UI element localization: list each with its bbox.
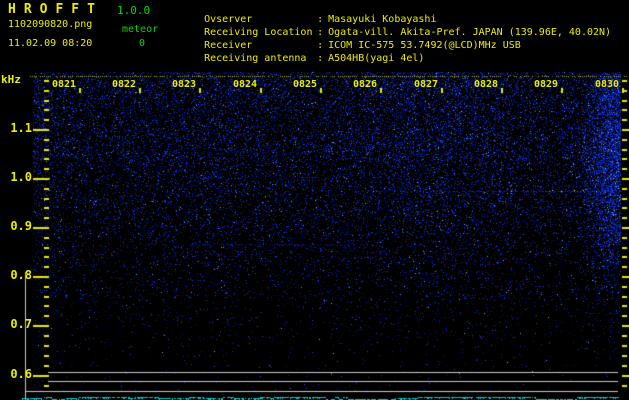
info-row-antenna: Receiving antenna: A504HB(yagi 4el)	[180, 42, 424, 64]
info-value: A504HB(yagi 4el)	[328, 53, 425, 64]
app-version: 1.0.0	[117, 4, 151, 17]
freq-axis-unit: kHz	[1, 73, 21, 86]
time-label: 0827	[413, 79, 439, 90]
info-row-receiver: Receiver: ICOM IC-575 53.7492(@LCD)MHz US…	[180, 29, 521, 51]
info-separator: :	[317, 27, 324, 38]
info-row-location: Receiving Location: Ogata-vill. Akita-Pre…	[180, 16, 611, 38]
time-label: 0823	[171, 79, 197, 90]
freq-label: 0.6	[10, 367, 32, 381]
time-label: 0826	[352, 79, 378, 90]
output-filename: 1102090820.png	[8, 19, 93, 30]
observation-datetime: 11.02.09 08:20	[8, 38, 93, 49]
meteor-count-label: meteor	[122, 24, 159, 35]
info-label: Receiving antenna	[204, 53, 307, 64]
info-label: Ovserver	[204, 14, 253, 25]
time-label: 0824	[232, 79, 258, 90]
freq-label: 1.1	[10, 121, 32, 135]
time-label: 0822	[111, 79, 137, 90]
time-label: 0825	[292, 79, 318, 90]
freq-label: 1.0	[10, 170, 32, 184]
info-label: Receiver	[204, 40, 253, 51]
info-separator: :	[317, 53, 324, 64]
info-row-observer: Ovserver: Masayuki Kobayashi	[180, 3, 436, 25]
meteor-count-value: 0	[139, 38, 146, 49]
freq-label: 0.7	[10, 317, 32, 331]
time-label: 0828	[473, 79, 499, 90]
info-label: Receiving Location	[204, 27, 313, 38]
time-label: 0830	[594, 79, 620, 90]
time-label: 0821	[51, 79, 77, 90]
info-value: Masayuki Kobayashi	[328, 14, 437, 25]
freq-label: 0.9	[10, 219, 32, 233]
app-title: HROFFT	[8, 2, 103, 17]
info-value: Ogata-vill. Akita-Pref. JAPAN (139.96E, …	[328, 27, 612, 38]
freq-label: 0.8	[10, 268, 32, 282]
info-separator: :	[317, 40, 324, 51]
info-value: ICOM IC-575 53.7492(@LCD)MHz USB	[328, 40, 521, 51]
time-label: 0829	[533, 79, 559, 90]
info-separator: :	[317, 14, 324, 25]
